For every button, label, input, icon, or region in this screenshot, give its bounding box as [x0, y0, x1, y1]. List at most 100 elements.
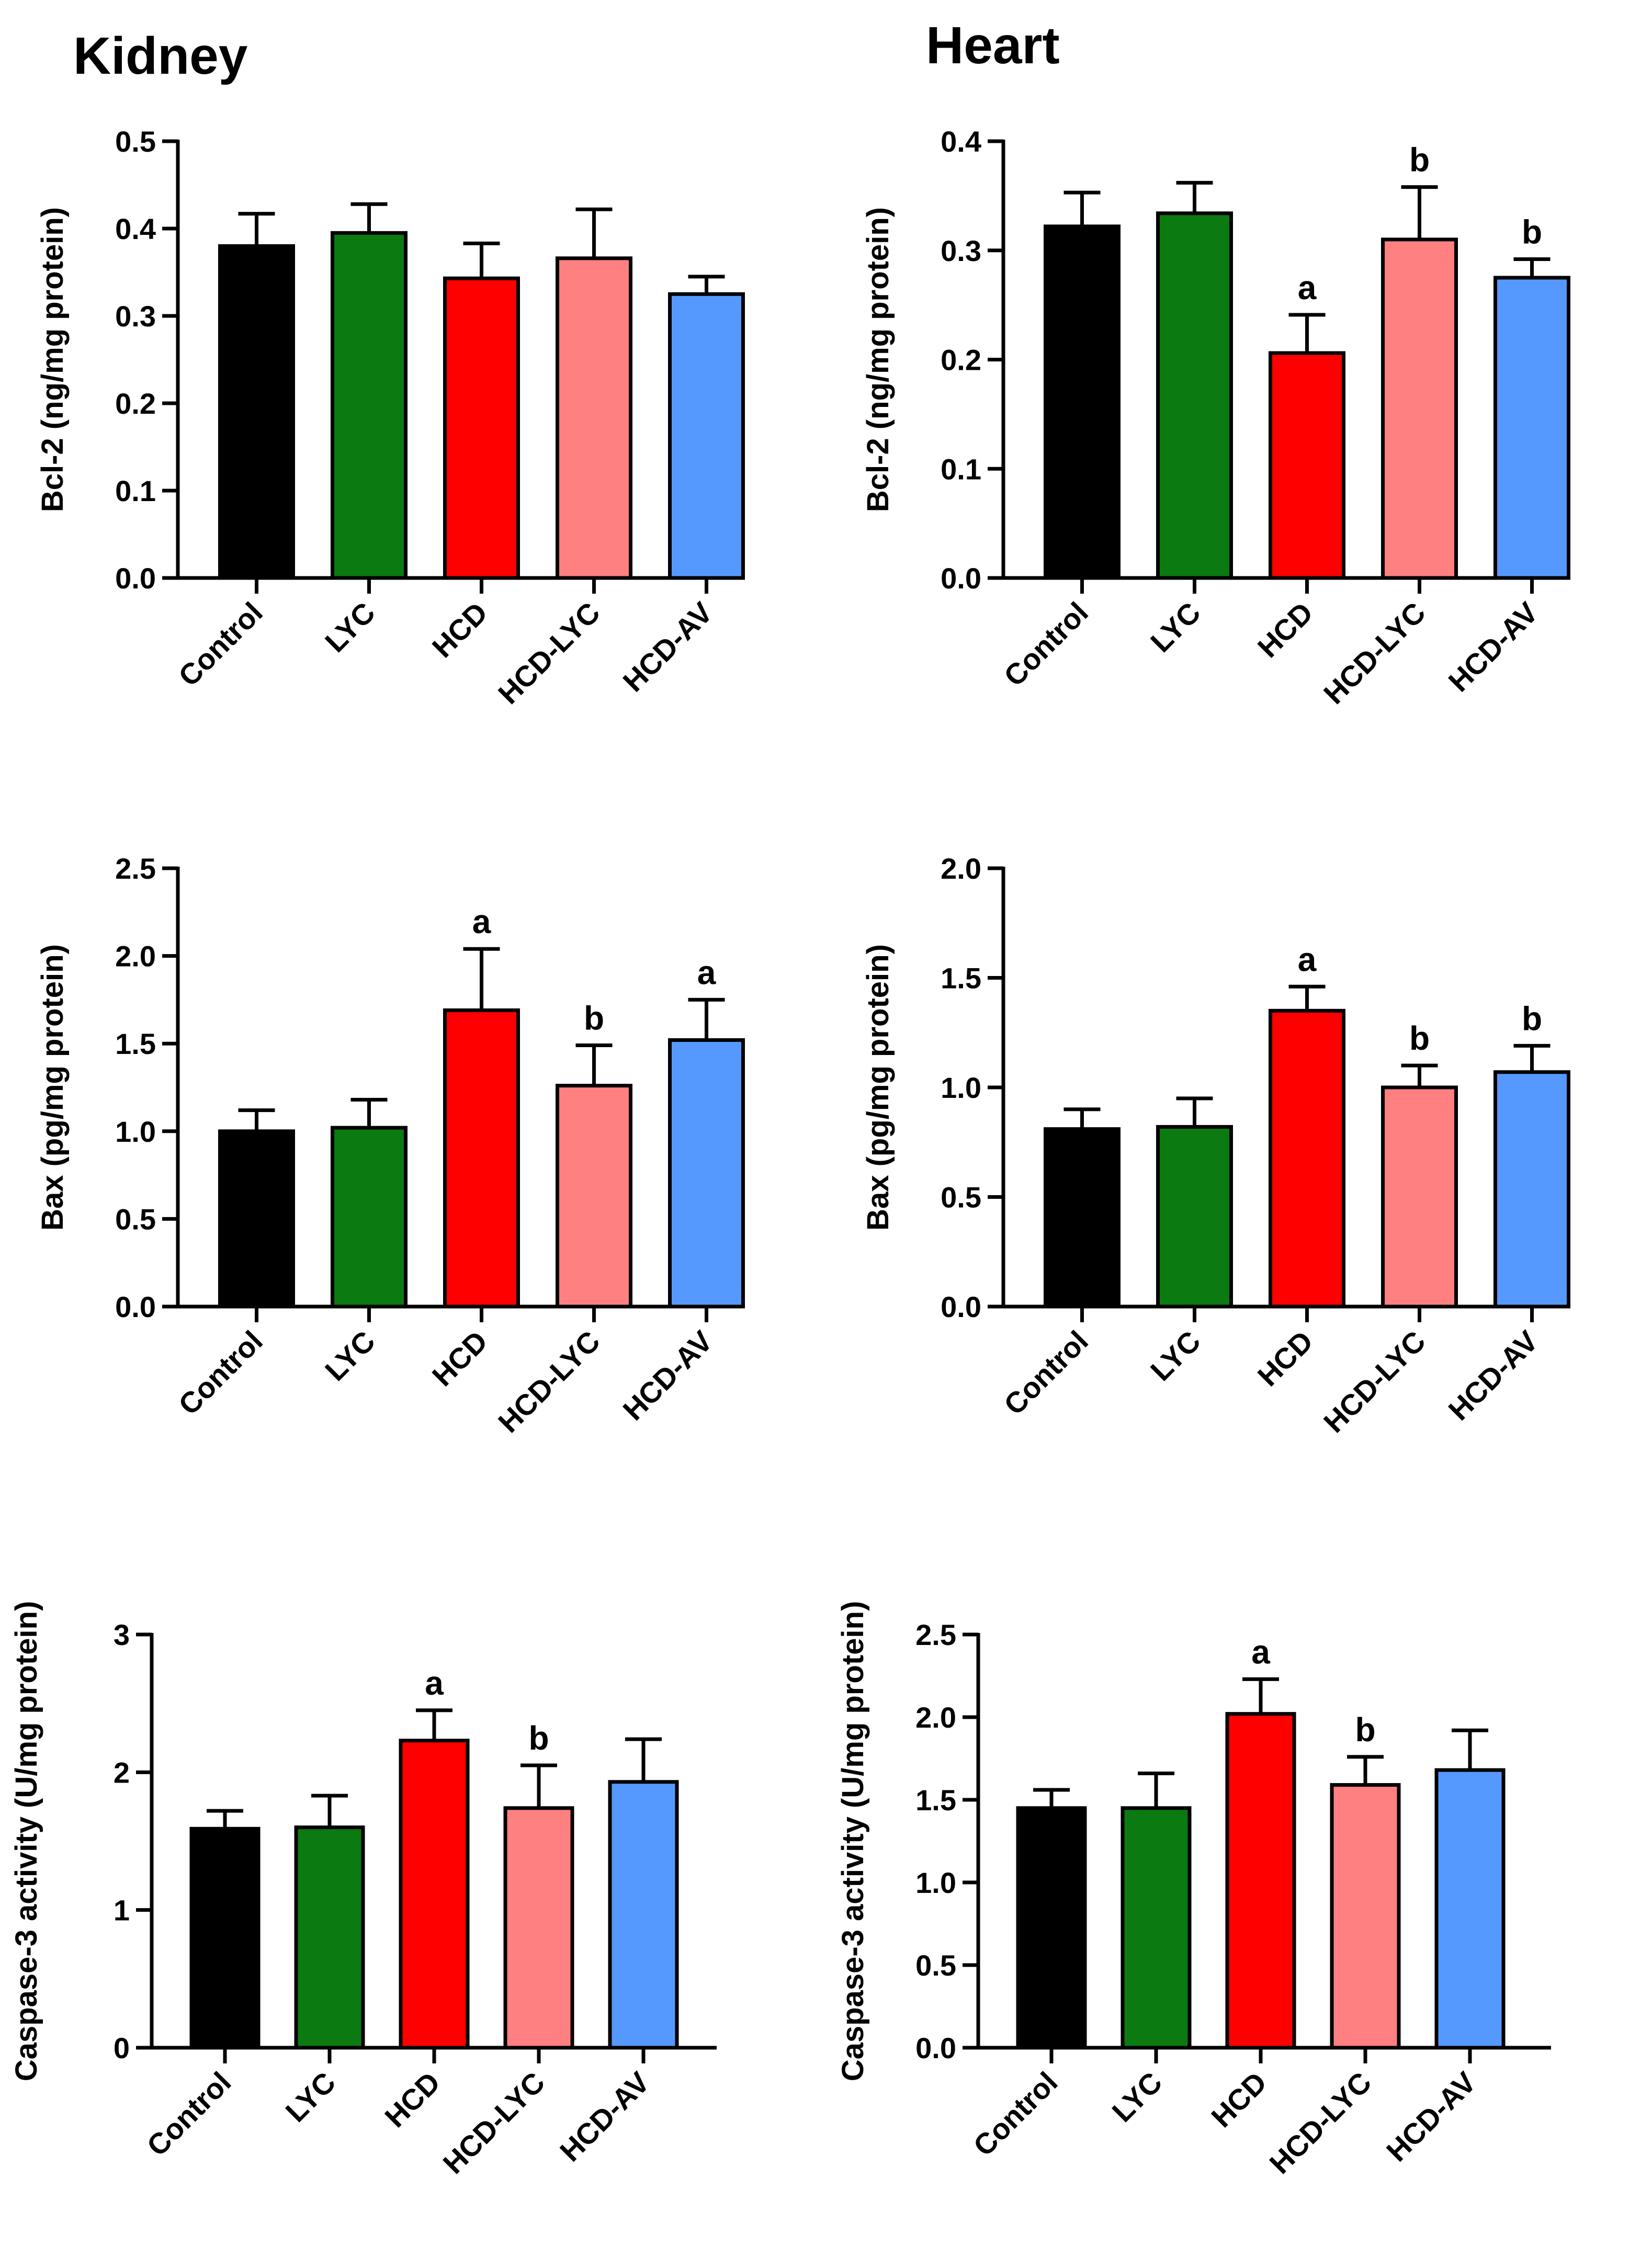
bar-lyc — [294, 1825, 365, 2050]
significance-label: b — [1522, 1000, 1542, 1037]
x-tick-label: HCD — [378, 2066, 446, 2133]
bar-hcd-av — [1493, 276, 1570, 580]
bar-lyc — [1121, 1806, 1192, 2050]
y-tick-label: 0.4 — [115, 212, 156, 245]
bar-hcd-lyc — [556, 256, 632, 580]
bar-hcd — [443, 276, 520, 580]
x-tick-label: Control — [998, 596, 1094, 693]
y-tick-label: 0.0 — [941, 562, 981, 595]
bar-hcd-av — [1493, 1070, 1570, 1309]
bar-hcd-av — [1434, 1768, 1506, 2050]
x-tick-label: HCD-LYC — [492, 1324, 606, 1439]
significance-label: b — [1409, 141, 1430, 179]
bar-lyc — [331, 1126, 408, 1309]
y-axis-label: Bax (pg/mg protein) — [36, 944, 70, 1231]
y-axis-label: Bcl-2 (ng/mg protein) — [861, 207, 895, 512]
y-tick-label: 1.5 — [941, 962, 981, 995]
x-tick-label: HCD-LYC — [492, 596, 606, 710]
x-tick-label: HCD-AV — [1442, 1324, 1544, 1427]
x-tick-label: HCD-AV — [616, 596, 719, 698]
bar-control — [1044, 224, 1121, 580]
bar-hcd — [443, 1008, 520, 1309]
y-tick-label: 0.0 — [941, 1290, 981, 1323]
bar-control — [1044, 1127, 1121, 1309]
x-tick-label: LYC — [319, 596, 381, 659]
bar-hcd-lyc — [556, 1084, 632, 1309]
y-tick-label: 0.5 — [115, 1202, 156, 1235]
x-tick-label: HCD-LYC — [1317, 1324, 1432, 1439]
y-axis-label: Caspase-3 activity (U/mg protein) — [836, 1601, 870, 2082]
kidney-bax-chart: 0.0 0.5 1.0 1.5 2.0 2.5 Bax (pg/mg protein) Con… — [36, 852, 745, 1439]
y-tick-label: 1.5 — [115, 1027, 156, 1060]
y-tick-label: 0.2 — [941, 344, 981, 377]
bar-hcd-av — [668, 292, 745, 580]
y-tick-label: 1.0 — [115, 1115, 156, 1148]
x-tick-label: LYC — [1144, 1324, 1207, 1387]
x-tick-label: Control — [172, 1324, 269, 1421]
heart-bcl2-chart: 0.0 0.1 0.2 0.3 0.4 Bcl-2 (ng/mg protein) Cont… — [861, 125, 1570, 710]
significance-label: a — [697, 954, 716, 991]
bar-hcd — [1269, 1008, 1345, 1309]
kidney-bcl2-chart: 0.0 0.1 0.2 0.3 0.4 0.5 Bcl-2 (ng/mg protein) C… — [36, 125, 745, 710]
x-tick-label: HCD-AV — [1380, 2066, 1483, 2168]
x-tick-label: HCD — [426, 596, 494, 664]
significance-label: b — [1355, 1711, 1375, 1749]
y-tick-label: 0.5 — [915, 1949, 956, 1982]
bar-hcd — [1225, 1712, 1296, 2050]
bar-lyc — [331, 231, 408, 580]
y-tick-label: 2.5 — [915, 1618, 956, 1651]
heart-column-title: Heart — [926, 16, 1060, 75]
x-tick-label: HCD — [1205, 2066, 1273, 2133]
y-tick-label: 0.0 — [115, 562, 156, 595]
y-tick-label: 2.0 — [115, 940, 156, 973]
y-tick-label: 0.5 — [941, 1181, 981, 1214]
x-tick-label: LYC — [1105, 2066, 1168, 2128]
significance-label: a — [1298, 269, 1317, 307]
bar-control — [1016, 1806, 1087, 2050]
bar-hcd-av — [668, 1038, 745, 1309]
bar-control — [189, 1826, 261, 2050]
x-tick-label: HCD-LYC — [436, 2066, 551, 2180]
y-tick-label: 0 — [114, 2032, 130, 2064]
y-tick-label: 0.5 — [115, 125, 156, 158]
bar-hcd-lyc — [503, 1806, 574, 2050]
x-tick-label: HCD-AV — [1442, 596, 1544, 698]
x-tick-label: LYC — [279, 2066, 342, 2128]
y-axis-label: Bcl-2 (ng/mg protein) — [36, 207, 70, 512]
y-tick-label: 0.3 — [941, 234, 981, 267]
x-tick-label: LYC — [1144, 596, 1207, 659]
significance-label: a — [425, 1664, 444, 1702]
heart-bax-chart: 0.0 0.5 1.0 1.5 2.0 Bax (pg/mg protein) Contro… — [861, 852, 1570, 1439]
x-tick-label: HCD-LYC — [1263, 2066, 1377, 2180]
x-tick-label: HCD — [1251, 596, 1319, 664]
significance-label: a — [472, 903, 491, 940]
y-tick-label: 1.0 — [915, 1866, 956, 1899]
y-tick-label: 0.4 — [941, 125, 981, 158]
y-tick-label: 0.2 — [115, 387, 156, 420]
significance-label: b — [528, 1719, 549, 1757]
y-tick-label: 1.5 — [915, 1784, 956, 1817]
y-axis-label: Bax (pg/mg protein) — [861, 944, 895, 1231]
bar-lyc — [1156, 211, 1233, 580]
bar-hcd-lyc — [1381, 237, 1458, 580]
y-tick-label: 0.0 — [115, 1290, 156, 1323]
y-tick-label: 2.0 — [941, 852, 981, 885]
significance-label: a — [1251, 1633, 1270, 1671]
kidney-column-title: Kidney — [73, 27, 248, 85]
bar-hcd-lyc — [1381, 1085, 1458, 1309]
y-tick-label: 0.1 — [115, 474, 156, 507]
x-tick-label: LYC — [319, 1324, 381, 1387]
kidney-caspase3-chart: 0 1 2 3 Caspase-3 activity (U/mg protein) Con… — [9, 1601, 717, 2180]
x-tick-label: HCD — [1251, 1324, 1319, 1392]
bar-control — [218, 1129, 295, 1309]
significance-label: b — [1409, 1019, 1430, 1057]
bar-lyc — [1156, 1125, 1233, 1309]
y-tick-label: 2.0 — [915, 1701, 956, 1734]
bar-hcd — [1269, 351, 1345, 580]
x-tick-label: Control — [172, 596, 269, 693]
bar-hcd — [399, 1739, 470, 2050]
y-tick-label: 1.0 — [941, 1071, 981, 1104]
significance-label: b — [1522, 213, 1542, 251]
y-tick-label: 0.1 — [941, 452, 981, 485]
